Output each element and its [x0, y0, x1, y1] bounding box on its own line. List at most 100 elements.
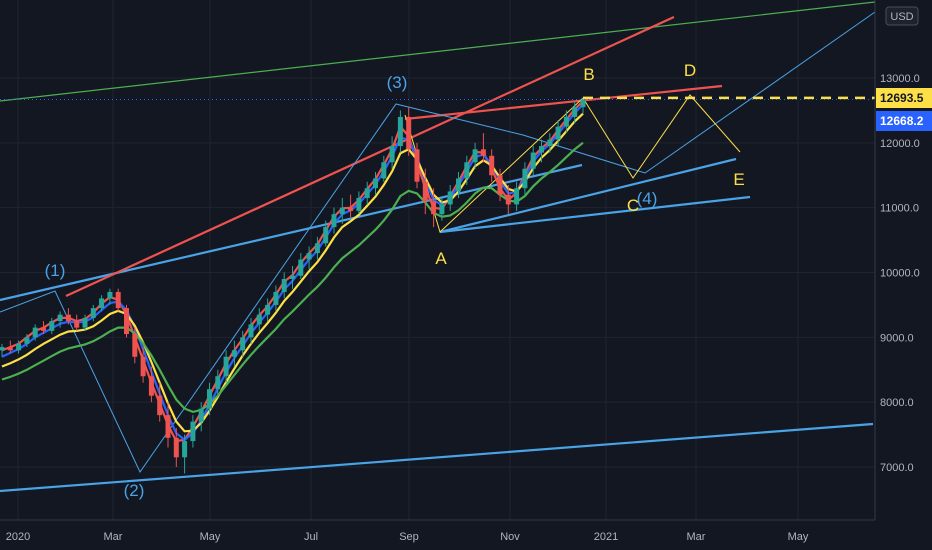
y-tick-label: 11000.0	[880, 203, 919, 215]
candle	[265, 298, 271, 322]
price-tags: 12693.5 12668.2	[876, 88, 932, 131]
x-tick-label: Jul	[304, 531, 318, 543]
y-tick-label: 7000.0	[880, 462, 914, 474]
moving-average-line	[1, 141, 584, 414]
candle	[65, 308, 71, 325]
candle	[82, 314, 88, 331]
candle	[256, 308, 262, 331]
candle	[563, 110, 569, 134]
candle	[572, 100, 578, 124]
candle	[115, 288, 121, 312]
wave-label: E	[733, 170, 744, 189]
candle	[331, 207, 337, 234]
candle	[148, 366, 154, 403]
y-tick-label: 10000.0	[880, 268, 920, 280]
candle	[472, 142, 478, 169]
candle	[514, 181, 520, 211]
candle	[364, 181, 370, 205]
channel-lower-line[interactable]	[0, 422, 874, 493]
candle	[281, 272, 287, 299]
wave-label: A	[435, 249, 447, 268]
price-axis-ticks: 7000.0 8000.0 9000.0 10000.0 11000.0 12000.0 1…	[880, 73, 920, 474]
wave-label: (3)	[387, 73, 408, 92]
blue-wave-path[interactable]	[0, 11, 876, 473]
candle	[464, 155, 470, 185]
candle	[489, 149, 495, 182]
candle	[439, 197, 445, 221]
currency-badge[interactable]: USD	[885, 6, 919, 26]
candle	[456, 172, 461, 198]
x-tick-label: May	[200, 531, 221, 543]
candle	[389, 136, 395, 169]
candle	[190, 415, 196, 448]
red-trendline-b[interactable]	[404, 84, 723, 121]
candle	[231, 340, 237, 367]
candle	[422, 168, 428, 215]
time-axis-panel[interactable]	[0, 520, 932, 550]
candle	[323, 220, 329, 247]
candle	[99, 295, 105, 312]
candle	[173, 428, 179, 467]
candle	[406, 107, 412, 156]
candle	[397, 110, 403, 153]
price-tag	[876, 88, 932, 108]
y-tick-label: 8000.0	[880, 397, 914, 409]
currency-label: USD	[890, 11, 913, 23]
candle	[41, 321, 46, 335]
trendline-drawings[interactable]	[0, 1, 876, 493]
x-tick-label: Nov	[500, 531, 520, 543]
wave-label: B	[583, 65, 594, 84]
moving-average-line	[1, 112, 584, 433]
y-tick-label: 12000.0	[880, 138, 920, 150]
wave-labels: (1) (2) (3) (4) A B C D E	[45, 61, 745, 500]
candle	[132, 327, 138, 364]
price-level-lines	[0, 96, 875, 101]
chart-grid	[0, 0, 875, 520]
y-tick-label: 13000.0	[880, 73, 920, 85]
candle	[107, 288, 113, 305]
candle	[7, 340, 13, 354]
wave-label: (1)	[45, 261, 66, 280]
candle	[57, 311, 63, 328]
wave-label: (4)	[637, 189, 658, 208]
long-term-green-line[interactable]	[0, 1, 876, 102]
candle	[207, 382, 212, 416]
wave4-support-line-1[interactable]	[439, 157, 737, 234]
candle	[539, 139, 544, 163]
price-tag-value: 12693.5	[880, 91, 924, 105]
candle	[49, 317, 55, 335]
wave4-support-line-2[interactable]	[439, 195, 751, 234]
candle	[157, 382, 163, 422]
candle	[480, 133, 486, 163]
candle	[580, 97, 586, 114]
candle	[314, 236, 320, 260]
red-trendline-upper[interactable]	[65, 16, 675, 297]
candle	[447, 184, 453, 211]
wave-label: D	[684, 61, 696, 80]
wave-label: (2)	[124, 481, 145, 500]
candle	[555, 120, 561, 147]
candle	[165, 402, 171, 448]
candle	[339, 197, 345, 224]
candle	[530, 146, 536, 176]
wave-label: C	[627, 196, 639, 215]
candle	[182, 434, 188, 474]
candle	[32, 324, 38, 341]
candle	[215, 369, 221, 396]
candle	[90, 304, 96, 322]
x-tick-label: Sep	[399, 531, 419, 543]
candle	[306, 246, 312, 270]
candle	[373, 172, 378, 195]
candle	[273, 285, 279, 312]
candle	[356, 191, 362, 215]
candle	[414, 142, 420, 189]
y-tick-label: 9000.0	[880, 332, 914, 344]
candle	[74, 314, 80, 331]
x-tick-label: 2021	[594, 531, 618, 543]
candle	[240, 330, 246, 357]
candle	[16, 340, 22, 354]
candle	[290, 266, 295, 289]
candle	[124, 304, 129, 338]
